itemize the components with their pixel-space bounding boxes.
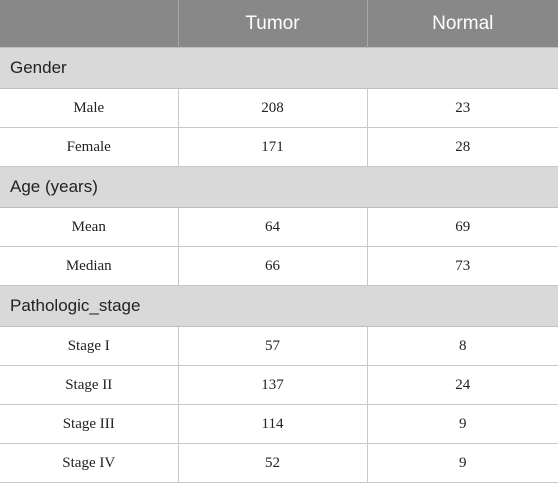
tumor-value: 57 [177,326,368,366]
normal-value: 23 [366,88,558,128]
header-tumor: Tumor [177,0,367,48]
section-row-gender: Gender [0,47,558,89]
section-row-age: Age (years) [0,166,558,208]
tumor-value: 66 [177,246,368,286]
row-label: Mean [0,207,179,247]
normal-value: 28 [366,127,558,167]
row-label: Female [0,127,179,167]
normal-value: 9 [366,404,558,444]
table-row: Female 171 28 [0,127,558,167]
tumor-value: 64 [177,207,368,247]
normal-value: 24 [366,365,558,405]
table-row: Mean 64 69 [0,207,558,247]
tumor-value: 171 [177,127,368,167]
header-row: Tumor Normal [0,0,558,48]
table-row: Stage I 57 8 [0,326,558,366]
table-row: Stage IV 52 9 [0,443,558,483]
header-empty-cell [0,0,178,48]
row-label: Median [0,246,179,286]
section-title: Gender [0,47,558,89]
row-label: Stage I [0,326,179,366]
section-title: Pathologic_stage [0,285,558,327]
section-title: Age (years) [0,166,558,208]
section-row-pathologic-stage: Pathologic_stage [0,285,558,327]
tumor-value: 208 [177,88,368,128]
table-row: Median 66 73 [0,246,558,286]
normal-value: 73 [366,246,558,286]
tumor-value: 137 [177,365,368,405]
row-label: Stage III [0,404,179,444]
table-row: Stage II 137 24 [0,365,558,405]
normal-value: 9 [366,443,558,483]
tumor-value: 114 [177,404,368,444]
row-label: Male [0,88,179,128]
table-row: Stage III 114 9 [0,404,558,444]
header-normal: Normal [366,0,558,48]
row-label: Stage II [0,365,179,405]
tumor-value: 52 [177,443,368,483]
normal-value: 69 [366,207,558,247]
normal-value: 8 [366,326,558,366]
row-label: Stage IV [0,443,179,483]
table-row: Male 208 23 [0,88,558,128]
